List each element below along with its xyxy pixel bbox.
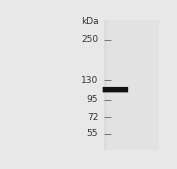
- Text: 72: 72: [87, 113, 98, 122]
- FancyBboxPatch shape: [107, 20, 159, 150]
- Text: 130: 130: [81, 76, 98, 85]
- FancyBboxPatch shape: [104, 20, 159, 150]
- Text: 95: 95: [87, 95, 98, 104]
- Text: 250: 250: [81, 35, 98, 44]
- Text: 55: 55: [87, 129, 98, 138]
- FancyBboxPatch shape: [103, 87, 128, 92]
- Text: kDa: kDa: [81, 17, 98, 26]
